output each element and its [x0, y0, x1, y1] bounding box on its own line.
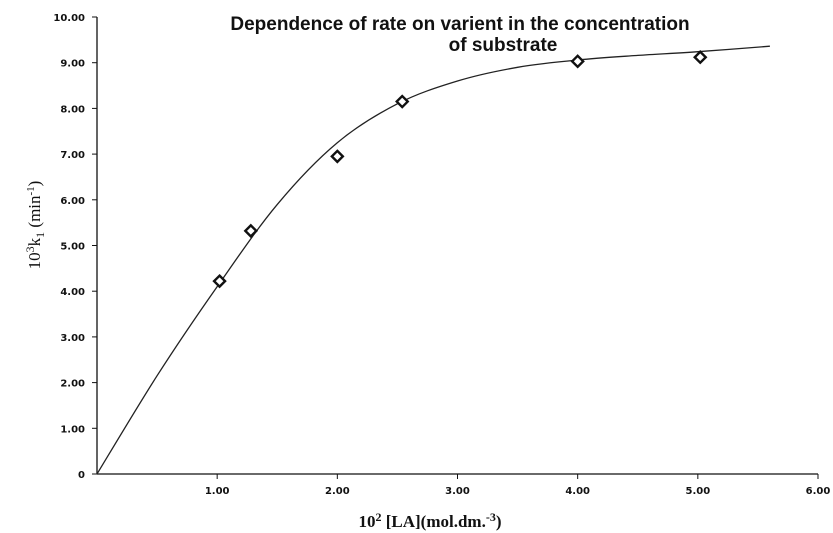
x-tick-label: 5.00 — [685, 486, 710, 497]
y-tick-label: 10.00 — [53, 13, 85, 24]
data-point — [212, 273, 227, 289]
tick-marks — [92, 16, 819, 479]
y-axis-label-exp2: -1 — [25, 186, 37, 195]
y-axis-label-var: k — [25, 237, 44, 246]
chart-title-line-1: Dependence of rate on varient in the con… — [230, 14, 689, 35]
fit-curve — [96, 45, 770, 475]
x-tick-label: 2.00 — [325, 486, 350, 497]
x-tick-label: 1.00 — [205, 486, 230, 497]
x-tick-label: 6.00 — [806, 486, 831, 497]
x-axis-label-base: 10 — [358, 512, 375, 531]
axes — [96, 17, 818, 475]
y-tick-label: 6.00 — [60, 196, 85, 207]
x-axis-label-text: [LA](mol.dm. — [381, 512, 485, 531]
y-axis-label: 103k1 (min-1) — [23, 181, 47, 270]
y-axis-label-exp: 3 — [23, 246, 37, 252]
y-axis-label-sub: 1 — [33, 232, 47, 238]
y-tick-label: 9.00 — [60, 59, 85, 70]
y-tick-label: 5.00 — [60, 242, 85, 253]
chart-title-line-2: of substrate — [449, 35, 558, 56]
x-axis-label-exp2: -3 — [486, 510, 496, 524]
tick-labels: 1.00 2.00 3.00 4.00 5.00 6.00 0 1.00 2.00 3.00 4.0… — [53, 13, 830, 497]
data-point — [693, 50, 708, 65]
y-axis-label-text: (min — [25, 195, 44, 232]
data-point — [570, 54, 585, 69]
y-tick-label: 0 — [78, 470, 85, 481]
x-axis-label-end: ) — [496, 512, 502, 531]
x-tick-label: 3.00 — [445, 486, 470, 497]
y-axis-label-end: ) — [25, 181, 44, 187]
x-tick-label: 4.00 — [565, 486, 590, 497]
data-point — [395, 94, 410, 109]
y-tick-label: 1.00 — [60, 424, 85, 435]
y-tick-label: 4.00 — [60, 287, 85, 298]
x-axis-label: 102 [LA](mol.dm.-3) — [358, 510, 501, 531]
data-point — [330, 149, 345, 164]
data-point — [243, 223, 259, 239]
y-tick-label: 8.00 — [60, 104, 85, 115]
x-axis-label-exp: 2 — [375, 510, 381, 524]
y-axis-label-base: 10 — [25, 252, 44, 269]
y-tick-label: 2.00 — [60, 379, 85, 390]
data-points — [212, 50, 708, 289]
y-tick-label: 7.00 — [60, 150, 85, 161]
y-tick-label: 3.00 — [60, 333, 85, 344]
